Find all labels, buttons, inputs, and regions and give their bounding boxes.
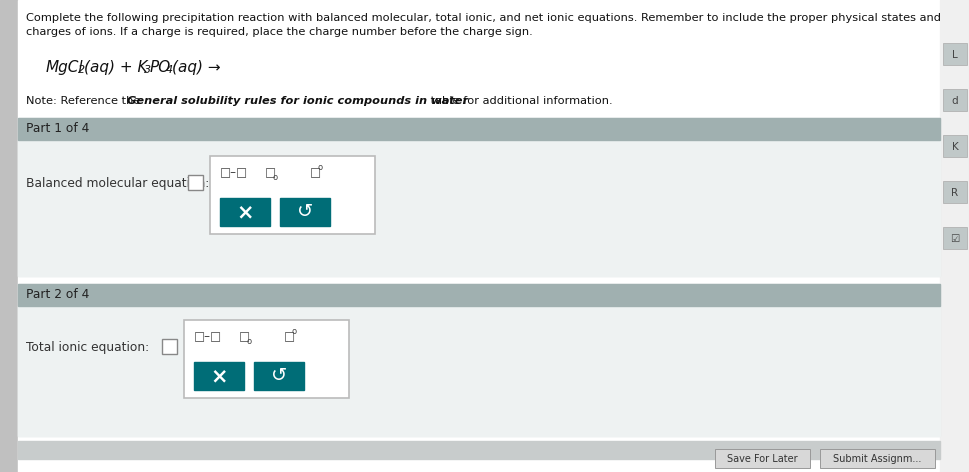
Bar <box>210 156 375 234</box>
Text: Part 2 of 4: Part 2 of 4 <box>26 288 89 302</box>
Text: d: d <box>952 96 958 106</box>
Bar <box>184 320 349 398</box>
Text: Part 1 of 4: Part 1 of 4 <box>26 123 89 135</box>
Bar <box>940 0 969 472</box>
Text: Note: Reference the: Note: Reference the <box>26 96 144 106</box>
Text: ↺: ↺ <box>270 366 287 386</box>
Text: o: o <box>273 172 278 182</box>
Bar <box>18 284 940 306</box>
Text: o: o <box>292 328 297 337</box>
Bar <box>18 306 940 436</box>
Text: (aq) + K: (aq) + K <box>84 60 147 75</box>
Bar <box>18 441 940 459</box>
Bar <box>943 135 967 157</box>
Text: table for additional information.: table for additional information. <box>427 96 612 106</box>
Text: o: o <box>318 163 323 172</box>
Text: Complete the following precipitation reaction with balanced molecular, total ion: Complete the following precipitation rea… <box>26 13 941 23</box>
Text: charges of ions. If a charge is required, place the charge number before the cha: charges of ions. If a charge is required… <box>26 27 533 37</box>
Text: ☑: ☑ <box>951 234 959 244</box>
Text: □: □ <box>284 330 296 344</box>
Bar <box>715 449 810 468</box>
Text: o: o <box>247 337 252 346</box>
Bar <box>220 198 270 226</box>
Text: (aq) →: (aq) → <box>172 60 221 75</box>
Bar <box>943 89 967 111</box>
Text: MgCl: MgCl <box>46 60 83 75</box>
Text: L: L <box>953 50 958 60</box>
Bar <box>820 449 935 468</box>
Text: Save For Later: Save For Later <box>727 454 797 464</box>
Text: ×: × <box>210 366 228 386</box>
Bar <box>188 175 203 190</box>
Bar <box>280 198 330 226</box>
Text: Total ionic equation:: Total ionic equation: <box>26 342 149 354</box>
Bar <box>254 362 304 390</box>
Text: General solubility rules for ionic compounds in water: General solubility rules for ionic compo… <box>127 96 468 106</box>
Bar <box>18 284 940 436</box>
Bar <box>943 181 967 203</box>
Text: 4: 4 <box>166 65 173 75</box>
Text: 3: 3 <box>144 65 151 75</box>
Text: Submit Assignm...: Submit Assignm... <box>832 454 922 464</box>
Text: □: □ <box>310 167 321 179</box>
Text: □: □ <box>239 330 250 344</box>
Text: □–□: □–□ <box>194 330 222 344</box>
Text: PO: PO <box>150 60 172 75</box>
Bar <box>18 118 940 276</box>
Bar <box>18 118 940 140</box>
Text: □–□: □–□ <box>220 167 248 179</box>
Bar <box>943 43 967 65</box>
Text: Balanced molecular equation:: Balanced molecular equation: <box>26 177 209 191</box>
Bar <box>194 362 244 390</box>
Text: ↺: ↺ <box>297 202 313 221</box>
Text: 2: 2 <box>78 65 85 75</box>
Bar <box>18 140 940 276</box>
Text: ×: × <box>236 202 254 222</box>
Text: K: K <box>952 142 958 152</box>
Bar <box>943 227 967 249</box>
Bar <box>0 0 18 472</box>
Text: R: R <box>952 188 958 198</box>
Bar <box>162 339 177 354</box>
Text: □: □ <box>265 167 276 179</box>
